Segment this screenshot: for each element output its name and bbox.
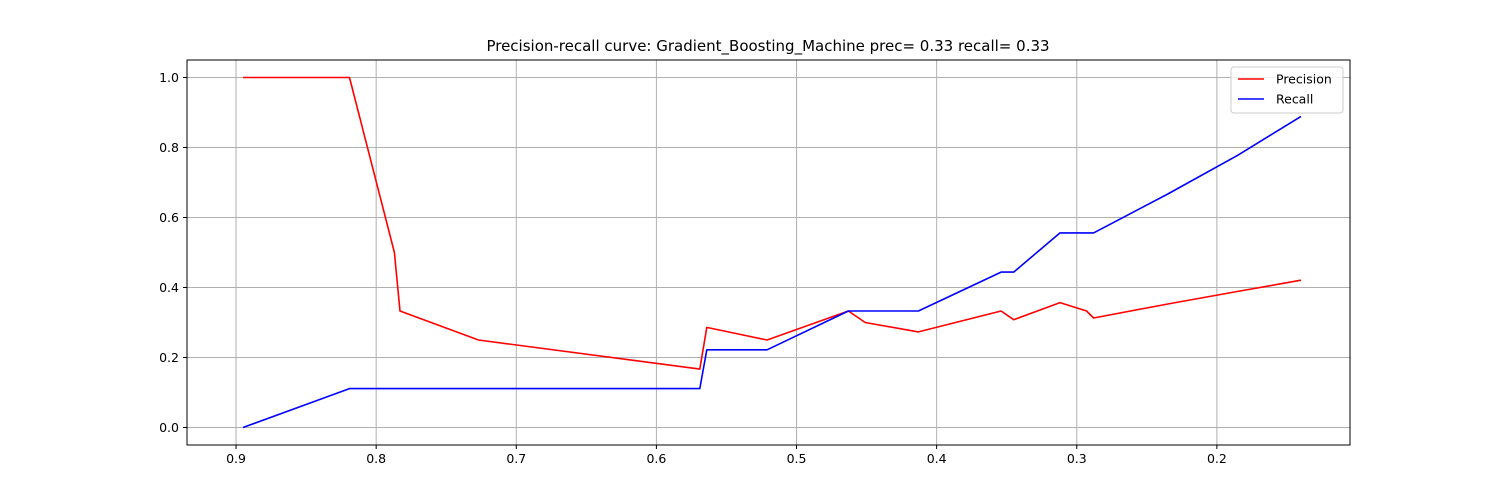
x-tick-label: 0.9 (226, 451, 246, 466)
y-tick-label: 0.0 (159, 420, 179, 435)
y-tick-label: 0.6 (159, 210, 179, 225)
legend: Precision Recall (1230, 66, 1344, 114)
series-layer (242, 76, 1302, 429)
x-tick-label: 0.2 (1207, 451, 1227, 466)
grid (187, 60, 1350, 445)
y-tick-label: 0.8 (159, 140, 179, 155)
x-tick-label: 0.5 (787, 451, 807, 466)
chart-title: Precision-recall curve: Gradient_Boostin… (486, 37, 1049, 56)
x-tick-label: 0.3 (1067, 451, 1087, 466)
x-tick-label: 0.8 (366, 451, 386, 466)
x-tick-label: 0.6 (646, 451, 666, 466)
y-tick-label: 0.2 (159, 350, 179, 365)
series-line-recall (242, 115, 1302, 429)
series-line-precision (243, 76, 1302, 370)
x-tick-label: 0.4 (927, 451, 947, 466)
x-tick-label: 0.7 (506, 451, 526, 466)
legend-label-recall: Recall (1276, 92, 1313, 107)
plot-frame (186, 59, 1351, 446)
axis-ticks: 0.9 0.8 0.7 0.6 0.5 0.4 0.3 0.2 0.0 0.2 0.4 0.6 0.8 1… (159, 70, 1227, 466)
legend-label-precision: Precision (1276, 72, 1332, 87)
y-tick-label: 1.0 (159, 70, 179, 85)
y-tick-label: 0.4 (159, 280, 179, 295)
